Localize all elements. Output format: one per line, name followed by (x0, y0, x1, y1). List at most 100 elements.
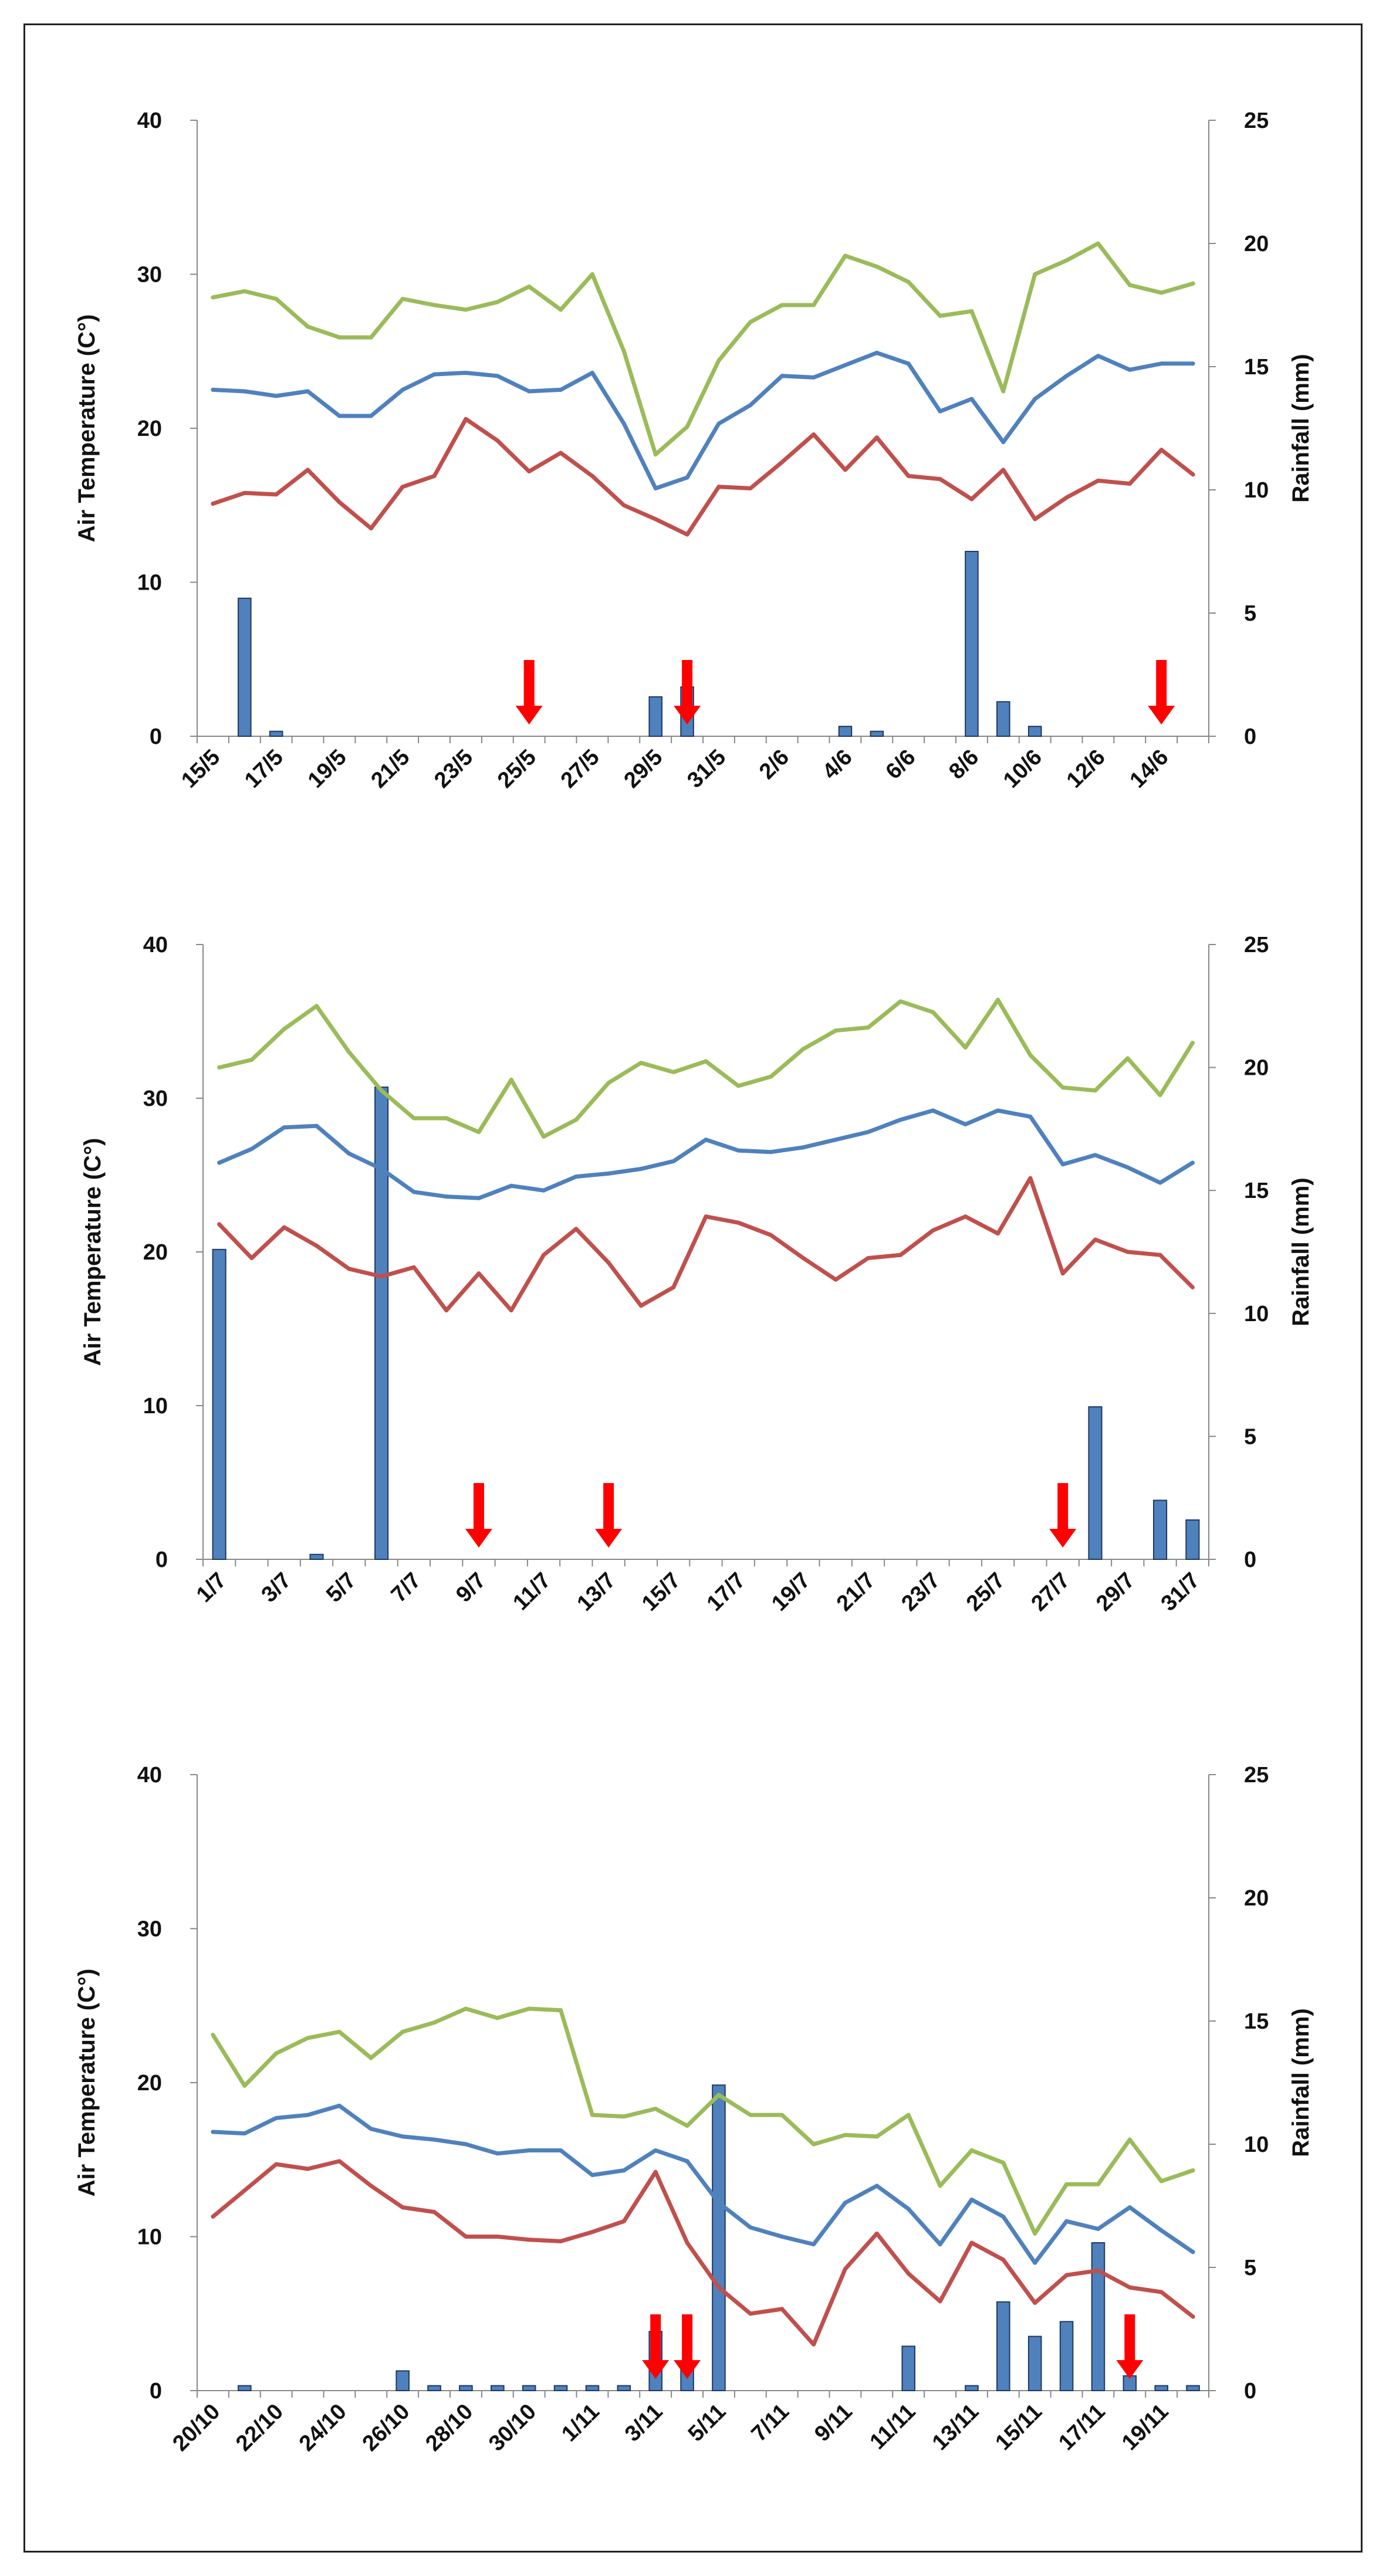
max-temp-point (249, 1058, 254, 1062)
mean-temp-point (969, 397, 974, 401)
mean-temp-point (590, 371, 594, 375)
min-temp-line (211, 2159, 1195, 2347)
mean-temp-point (1159, 361, 1164, 366)
max-temp-point (780, 2113, 785, 2117)
x-tick-label: 15/7 (637, 1568, 685, 1616)
min-temp-point (464, 417, 468, 421)
x-tick-label: 21/5 (367, 745, 415, 793)
x-tick-label: 27/5 (556, 745, 604, 793)
min-temp-point (211, 2214, 215, 2219)
rainfall-bar (585, 2385, 600, 2392)
min-temp-point (1060, 1271, 1065, 1276)
max-temp-point (411, 1116, 416, 1121)
down-arrow-marker (515, 660, 543, 725)
x-tick-label: 31/5 (682, 745, 731, 793)
mean-temp-point (685, 2159, 689, 2164)
mean-temp-point (1060, 1162, 1065, 1167)
mean-temp-point (780, 2235, 785, 2239)
rainfall-bar (238, 2385, 252, 2392)
y-tick-label: 10 (137, 571, 162, 595)
x-tick-label: 4/6 (818, 745, 857, 784)
mean-temp-point (938, 2242, 942, 2247)
mean-temp-point (1096, 2226, 1100, 2231)
rainfall-bar (617, 2385, 631, 2392)
max-temp-point (1158, 1093, 1162, 1098)
min-temp-point (1064, 495, 1069, 500)
mean-temp-point (969, 2198, 974, 2202)
max-temp-point (379, 1088, 384, 1093)
max-temp-point (432, 2020, 437, 2025)
min-temp-point (315, 1244, 319, 1248)
rainfall-bar (427, 2385, 441, 2392)
mean-temp-point (242, 389, 247, 394)
mean-temp-point (996, 1108, 1000, 1113)
x-tick-label: 30/10 (484, 2399, 541, 2456)
x-tick-label: 17/5 (240, 745, 288, 793)
rainfall-bar (309, 1553, 324, 1560)
max-temp-point (315, 1004, 319, 1008)
max-temp-point (432, 303, 437, 307)
rainfall-bar (553, 2385, 568, 2392)
max-temp-point (509, 1078, 513, 1082)
min-temp-line (217, 1176, 1195, 1313)
min-temp-line (211, 417, 1195, 537)
min-temp-point (963, 1214, 968, 1219)
min-temp-point (780, 460, 785, 465)
mean-temp-point (559, 387, 563, 392)
min-temp-point (1033, 2300, 1037, 2305)
max-temp-point (306, 2036, 310, 2040)
y-tick-label: 40 (137, 1763, 162, 1788)
x-tick-label: 15/5 (177, 745, 225, 793)
min-temp-point (347, 1267, 351, 1271)
min-temp-point (306, 468, 310, 472)
max-temp-point (1127, 283, 1132, 287)
min-temp-point (1096, 478, 1100, 483)
mean-temp-point (495, 374, 500, 378)
min-temp-point (1158, 1253, 1162, 1257)
mean-temp-point (574, 1174, 579, 1179)
min-temp-point (1001, 2257, 1006, 2262)
mean-temp-point (347, 1151, 351, 1156)
max-temp-point (748, 320, 753, 324)
min-temp-point (748, 2311, 753, 2316)
x-tick-label: 5/7 (322, 1568, 361, 1607)
max-temp-point (1125, 1056, 1130, 1061)
rainfall-bar (838, 726, 853, 737)
mean-temp-point (369, 2127, 373, 2131)
max-temp-point (1191, 281, 1195, 286)
x-tick-label: 19/7 (767, 1568, 815, 1616)
max-temp-point (542, 1135, 546, 1139)
min-temp-point (306, 2167, 310, 2171)
min-temp-point (274, 492, 279, 497)
max-temp-point (606, 1081, 611, 1085)
max-temp-point (211, 2033, 215, 2037)
max-temp-point (898, 999, 903, 1004)
min-temp-point (1159, 2290, 1164, 2294)
max-temp-point (748, 2113, 753, 2117)
mean-temp-point (704, 1138, 708, 1142)
min-temp-point (769, 1233, 773, 1237)
min-temp-point (527, 469, 532, 473)
down-arrow-marker (1148, 660, 1175, 725)
x-tick-label: 29/7 (1091, 1568, 1140, 1616)
min-temp-point (590, 2230, 594, 2235)
mean-temp-point (217, 1160, 222, 1165)
max-temp-point (685, 2124, 689, 2128)
max-temp-point (1033, 2231, 1037, 2236)
mean-temp-line (211, 2103, 1195, 2265)
min-temp-point (400, 2205, 405, 2210)
x-tick-label: 7/11 (747, 2399, 795, 2447)
min-temp-point (1064, 2273, 1069, 2277)
rainfall-bar (1027, 2335, 1042, 2392)
min-temp-point (801, 1255, 806, 1260)
max-temp-point (1064, 258, 1069, 263)
max-temp-point (671, 1069, 676, 1074)
x-tick-label: 8/6 (944, 745, 983, 784)
max-temp-point (638, 1061, 643, 1065)
max-temp-point (653, 2107, 658, 2111)
x-tick-label: 3/7 (257, 1568, 296, 1607)
mean-temp-point (211, 387, 215, 392)
min-temp-point (242, 490, 247, 495)
rainfall-bar (712, 2084, 726, 2391)
